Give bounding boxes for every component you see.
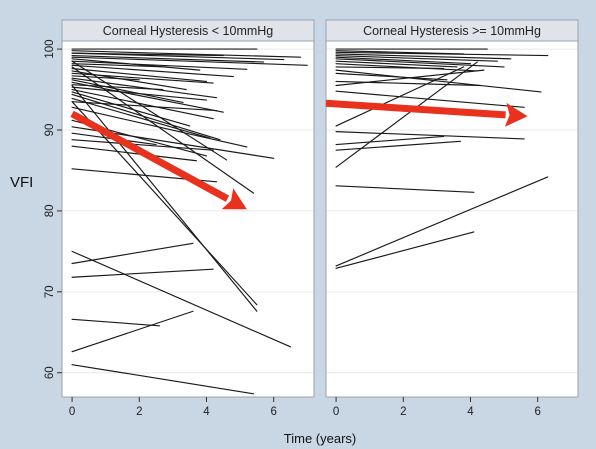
panel-left-trend-arrow <box>70 110 247 210</box>
patient-line-20 <box>71 88 214 120</box>
patient-line-12 <box>335 72 448 81</box>
panel-right-gridlines <box>327 48 577 374</box>
x-tick-label-4: 4 <box>467 406 474 418</box>
trend-arrow-head <box>504 102 528 127</box>
patient-line-13 <box>71 72 214 84</box>
patient-line-6 <box>335 56 472 65</box>
patient-line-14 <box>71 75 140 81</box>
patient-line-22 <box>71 93 221 141</box>
panel-right-plot-area <box>325 40 579 398</box>
panel-left-plot-area <box>61 40 315 398</box>
panel-left-title: Corneal Hysteresis < 10mmHg <box>103 24 274 38</box>
patient-line-8 <box>335 60 458 68</box>
patient-line-36 <box>71 250 292 348</box>
x-tick-label-0: 0 <box>69 406 75 418</box>
patient-line-11 <box>335 69 542 93</box>
patient-line-5 <box>335 54 498 62</box>
y-axis-label: VFI <box>10 174 33 191</box>
y-tick-label-90: 90 <box>44 124 56 137</box>
x-tick-label-2: 2 <box>400 406 406 418</box>
x-tick-label-6: 6 <box>534 406 540 418</box>
patient-line-9 <box>335 63 478 72</box>
x-tick-label-6: 6 <box>270 406 276 418</box>
patient-line-18 <box>335 61 478 168</box>
patient-line-18 <box>71 84 164 91</box>
patient-line-37 <box>71 242 194 265</box>
patient-line-30 <box>71 145 197 162</box>
patient-line-2 <box>71 50 302 58</box>
x-axis-label: Time (years) <box>284 431 356 446</box>
patient-line-13 <box>335 80 482 87</box>
patient-line-20 <box>335 135 445 146</box>
panel-left-x-ticks: 0 2 4 6 <box>69 397 277 418</box>
patient-line-22 <box>335 185 475 193</box>
trend-arrow-shaft <box>325 99 506 119</box>
x-tick-label-2: 2 <box>136 406 142 418</box>
patient-line-21 <box>71 91 191 127</box>
patient-line-7 <box>335 58 505 68</box>
patient-line-40 <box>71 310 194 353</box>
trend-arrow-head <box>221 188 247 210</box>
patient-line-38 <box>71 268 214 278</box>
patient-line-24 <box>335 231 475 269</box>
patient-line-15 <box>71 77 218 99</box>
patient-line-14 <box>335 90 525 108</box>
patient-line-33 <box>71 84 258 312</box>
patient-line-10 <box>71 64 234 78</box>
patient-line-6 <box>71 56 308 66</box>
trend-arrow-shaft <box>70 110 230 202</box>
patient-line-23 <box>335 176 549 267</box>
patient-line-16 <box>335 69 485 87</box>
panel-left: Corneal Hysteresis < 10mmHg 0 2 4 6 <box>61 19 315 418</box>
patient-line-19 <box>335 131 525 140</box>
panel-right-title: Corneal Hysteresis >= 10mmHg <box>363 24 541 38</box>
patient-line-9 <box>71 63 167 68</box>
patient-line-34 <box>71 101 258 306</box>
patient-line-4 <box>335 53 512 60</box>
patient-line-3 <box>335 51 549 57</box>
patient-line-32 <box>71 66 255 194</box>
patient-line-41 <box>71 364 255 395</box>
patient-line-8 <box>71 60 248 70</box>
x-tick-label-0: 0 <box>333 406 339 418</box>
patient-line-17 <box>335 66 465 127</box>
patient-line-5 <box>71 54 265 63</box>
patient-line-31 <box>71 60 228 161</box>
panel-right-trend-arrow <box>325 99 528 127</box>
y-axis-ticks: 60 70 80 90 100 <box>44 39 62 379</box>
patient-line-39 <box>71 318 161 327</box>
patient-line-19 <box>71 86 208 101</box>
patient-line-16 <box>71 79 184 104</box>
patient-line-10 <box>335 66 445 70</box>
patient-line-4 <box>71 52 285 61</box>
patient-line-17 <box>71 81 224 113</box>
panel-right-series <box>335 48 549 269</box>
y-tick-label-100: 100 <box>44 39 56 58</box>
panel-right: Corneal Hysteresis >= 10mmHg 0 2 4 6 <box>325 19 579 418</box>
patient-line-11 <box>71 67 208 83</box>
patient-line-23 <box>71 97 211 139</box>
y-tick-label-70: 70 <box>44 285 56 298</box>
panel-right-x-ticks: 0 2 4 6 <box>333 397 541 418</box>
patient-line-24 <box>71 101 218 112</box>
y-tick-label-60: 60 <box>44 366 56 379</box>
y-tick-label-80: 80 <box>44 205 56 218</box>
patient-line-21 <box>335 140 461 151</box>
panel-left-series <box>71 48 308 395</box>
x-tick-label-4: 4 <box>203 406 210 418</box>
